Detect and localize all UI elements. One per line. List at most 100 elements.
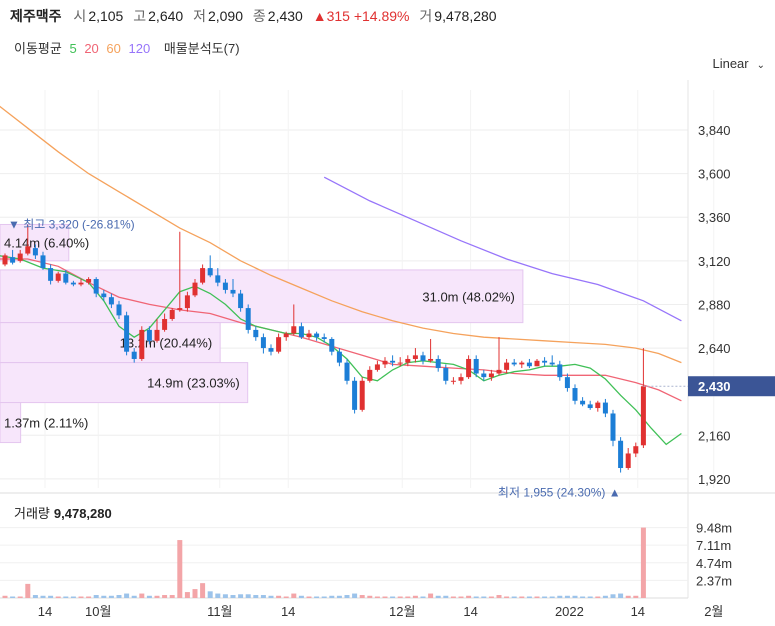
volume-profile-label: 4.14m (6.40%) [4,236,89,251]
volume-bar [435,595,441,598]
ma5-label[interactable]: 5 [69,41,77,56]
candle-body [557,364,563,378]
candle-body [564,377,570,389]
ma120-line [323,176,682,322]
volume-bar [78,596,84,598]
candle-body [276,337,282,352]
volume-panel-value: 9,478,280 [53,506,112,521]
volume-profile-label[interactable]: 매물분석도(7) [163,41,240,56]
candle-body [352,380,358,410]
candle-body [374,364,380,370]
candle-body [526,362,532,367]
volume-bar [260,595,266,598]
markers: ▼ 최고 3,320 (-26.81%) 최저 1,955 (24.30%) ▲ [8,217,621,499]
candle-body [215,275,221,283]
candle-body [108,297,114,305]
volume-bar [314,596,320,598]
ma60-label[interactable]: 60 [106,41,121,56]
candle-body [602,402,608,414]
volume-bar [306,596,312,598]
candle-body [610,413,616,441]
candle-body [595,402,601,409]
ma20-label[interactable]: 20 [84,41,99,56]
candle-body [420,355,426,361]
volume-bar [633,595,639,598]
candle-body [511,362,517,365]
volume-bar [108,595,114,598]
volume-label: 거 [419,8,433,24]
y-tick-label: 3,840 [698,123,731,138]
volume-bar [519,596,525,598]
volume-bar [397,596,403,598]
volume-bar [63,596,69,598]
y-tick-label: 3,120 [698,254,731,269]
volume-bar [253,595,259,598]
x-tick-label: 14 [38,604,52,619]
candle-body [435,358,441,369]
volume-bar [93,595,99,598]
volume-tick-label: 4.74m [696,556,732,571]
volume-bar [496,595,502,598]
volume-bar [25,583,31,598]
candle-body [17,253,23,261]
y-tick-label: 3,360 [698,210,731,225]
y-tick-label: 1,920 [698,472,731,487]
volume-bar [557,595,563,598]
candle-body [390,360,396,363]
candle-body [412,355,418,359]
candle-body [306,333,312,338]
candle-body [466,358,472,378]
volume-bar [450,596,456,598]
volume-bar [298,595,304,598]
x-tick-label: 14 [631,604,645,619]
candle-body [207,268,213,276]
volume-profile-bar [0,269,524,324]
volume-bar [352,593,358,598]
candle-body [625,453,631,469]
candle-body [382,360,388,365]
x-tick-label: 14 [281,604,295,619]
volume-tick-label: 9.48m [696,521,732,536]
volume-bar [321,596,327,598]
candle-body [101,293,107,298]
volume-value: 9,478,280 [434,8,497,24]
volume-bar [390,596,396,598]
volume-panel-title: 거래량 9,478,280 [14,503,112,522]
volume-bar [146,595,152,598]
candle-body [283,333,289,338]
candle-body [32,248,38,256]
high-label: 고 [133,8,147,24]
y-tick-label: 3,600 [698,167,731,182]
volume-bar [124,593,130,598]
ma-legend[interactable]: 이동평균 5 20 60 120 매물분석도(7) [14,38,244,57]
volume-bar [276,595,282,598]
candle-body [336,351,342,363]
candle-body [450,380,456,382]
volume-bar [329,595,335,598]
volume-bars [2,527,646,598]
candle-body [230,289,236,294]
volume-bar [466,595,472,598]
volume-bar [618,593,624,598]
volume-tick-label: 7.11m [696,538,731,553]
volume-bar [595,596,601,598]
volume-bar [230,595,236,598]
candle-body [116,304,122,316]
volume-bar [291,593,297,598]
candle-body [93,279,99,294]
scale-dropdown[interactable]: Linear ⌄ [712,56,765,71]
grid-lines [0,80,775,598]
x-axis: 14 10월 11월 14 12월 14 2022 14 2월 [38,604,724,619]
candle-body [344,362,350,381]
volume-bar [382,596,388,598]
candle-body [192,282,198,296]
volume-bar [412,595,418,598]
ma120-label[interactable]: 120 [128,41,151,56]
volume-bar [184,592,190,598]
candle-body [124,315,130,352]
candles [2,224,646,473]
candle-body [131,351,137,359]
low-label: 저 [193,8,206,24]
candle-body [25,246,31,254]
